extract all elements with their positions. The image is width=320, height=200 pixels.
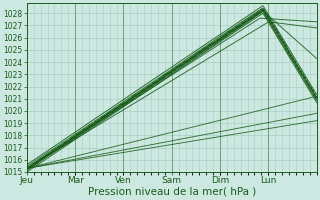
X-axis label: Pression niveau de la mer( hPa ): Pression niveau de la mer( hPa )	[88, 187, 256, 197]
